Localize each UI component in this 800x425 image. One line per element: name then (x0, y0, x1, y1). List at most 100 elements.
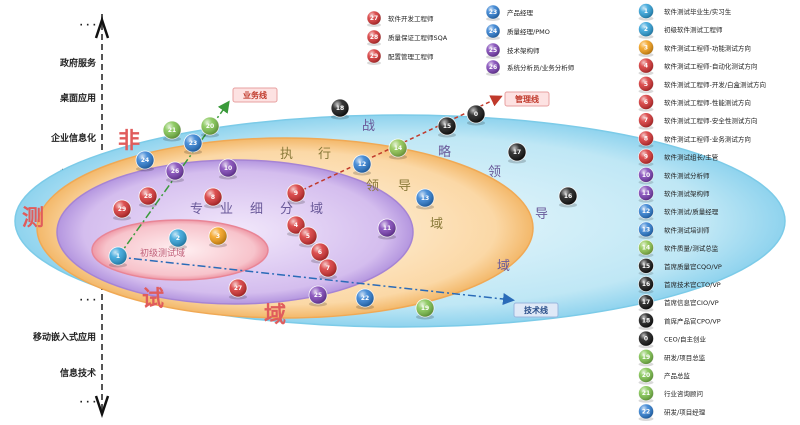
svg-text:CEO/自主创业: CEO/自主创业 (664, 335, 706, 344)
svg-text:12: 12 (358, 161, 366, 168)
role-ball-16: 16 (558, 186, 578, 208)
axis-arrow-down-icon (94, 395, 110, 418)
svg-text:系统分析员/业务分析师: 系统分析员/业务分析师 (507, 63, 575, 72)
zone-char-lead: 领 (366, 179, 379, 194)
svg-text:27: 27 (370, 15, 378, 22)
svg-text:1: 1 (116, 253, 120, 260)
management-line-label: 管理线 (504, 91, 550, 107)
svg-text:2: 2 (176, 235, 180, 242)
zone-char-lead: 执 (280, 147, 293, 162)
top-legend-item: 29 配置管理工程师 (366, 48, 434, 65)
role-ball-21: 21 (162, 120, 182, 142)
svg-text:22: 22 (361, 295, 369, 302)
svg-text:18: 18 (336, 105, 344, 112)
svg-text:4: 4 (644, 63, 648, 70)
svg-text:19: 19 (421, 305, 429, 312)
legend-item: 13 软件测试培训师 (638, 221, 710, 239)
role-ball-20: 20 (200, 116, 220, 138)
role-ball-0: 0 (466, 104, 486, 126)
svg-text:27: 27 (234, 285, 242, 292)
industry-label: 桌面应用 (60, 92, 96, 104)
svg-text:5: 5 (306, 233, 310, 240)
svg-text:20: 20 (206, 123, 214, 130)
side-char-fei: 非 (118, 129, 140, 154)
svg-text:行业咨询顾问: 行业咨询顾问 (664, 389, 703, 398)
svg-text:软件测试工程师-性能测试方向: 软件测试工程师-性能测试方向 (664, 98, 751, 107)
big-char-yu: 域 (264, 302, 286, 328)
svg-text:3: 3 (644, 44, 648, 51)
role-ball-8: 8 (203, 187, 223, 209)
svg-text:产品经理: 产品经理 (507, 8, 534, 17)
svg-text:软件测试组长/主管: 软件测试组长/主管 (664, 153, 719, 162)
svg-text:16: 16 (642, 281, 650, 288)
industry-label: · · · (79, 296, 96, 306)
svg-text:软件开发工程师: 软件开发工程师 (388, 14, 434, 23)
svg-text:业务线: 业务线 (243, 90, 267, 100)
svg-text:6: 6 (318, 249, 322, 256)
business-line-label: 业务线 (232, 87, 278, 103)
svg-text:软件测试毕业生/实习生: 软件测试毕业生/实习生 (664, 7, 732, 16)
top-legend-item: 23 产品经理 (485, 4, 534, 21)
svg-text:24: 24 (141, 157, 149, 164)
svg-text:9: 9 (644, 154, 648, 161)
svg-text:2: 2 (644, 26, 648, 33)
role-ball-6: 6 (310, 242, 330, 264)
industry-label: 信息技术 (60, 367, 96, 379)
role-ball-4: 4 (286, 215, 306, 237)
zone-char-mgmt: 域 (497, 259, 510, 274)
svg-text:研发/项目总监: 研发/项目总监 (664, 353, 706, 362)
svg-text:质量经理/PMO: 质量经理/PMO (507, 27, 550, 36)
role-ball-11: 11 (377, 218, 397, 240)
right-legend: 1 软件测试毕业生/实习生 2 初级软件测试工程师 3 软件测试工程师-功能测试方向 4 软件… (638, 3, 766, 421)
legend-item: 18 首席产品官CPO/VP (638, 312, 721, 330)
zone-char-spec: 细 (250, 202, 263, 217)
role-ball-12: 12 (352, 154, 372, 176)
svg-text:1: 1 (644, 8, 648, 15)
svg-text:软件测试/质量经理: 软件测试/质量经理 (664, 207, 719, 216)
technical-line (117, 256, 515, 305)
svg-text:3: 3 (216, 233, 220, 240)
svg-text:4: 4 (294, 222, 298, 229)
role-ball-29: 29 (112, 199, 132, 221)
svg-text:19: 19 (642, 354, 650, 361)
svg-text:24: 24 (489, 28, 497, 35)
role-ball-13: 13 (415, 188, 435, 210)
svg-text:14: 14 (642, 245, 650, 252)
big-char-ce: 测 (22, 206, 44, 231)
role-ball-2: 2 (168, 228, 188, 250)
svg-text:配置管理工程师: 配置管理工程师 (388, 52, 434, 61)
svg-text:软件测试工程师-开发/白盒测试方向: 软件测试工程师-开发/白盒测试方向 (664, 80, 766, 89)
legend-item: 22 研发/项目经理 (638, 403, 706, 421)
legend-item: 10 软件测试分析师 (638, 167, 710, 185)
svg-text:软件质量/测试总监: 软件质量/测试总监 (664, 244, 719, 253)
top-legend-item: 28 质量保证工程师SQA (366, 29, 448, 46)
svg-text:11: 11 (642, 190, 650, 197)
svg-text:28: 28 (370, 34, 378, 41)
role-balls: 12 34567891011121314151617180192021222324… (108, 98, 578, 320)
legend-item: 20 产品总监 (638, 367, 691, 385)
legend-item: 4 软件测试工程师-自动化测试方向 (638, 57, 757, 76)
svg-text:17: 17 (642, 299, 650, 306)
svg-text:软件测试培训师: 软件测试培训师 (664, 225, 710, 234)
svg-text:20: 20 (642, 372, 650, 379)
zone-char-spec: 业 (220, 202, 233, 217)
svg-text:软件测试工程师-功能测试方向: 软件测试工程师-功能测试方向 (664, 43, 751, 52)
svg-text:技术架构师: 技术架构师 (507, 46, 540, 55)
svg-text:12: 12 (642, 208, 650, 215)
svg-text:15: 15 (443, 123, 451, 130)
zone-char-mgmt: 导 (535, 207, 548, 222)
role-ball-3: 3 (208, 226, 228, 248)
top-legend-item: 24 质量经理/PMO (485, 23, 550, 40)
svg-text:研发/项目经理: 研发/项目经理 (664, 407, 706, 416)
role-ball-10: 10 (218, 158, 238, 180)
legend-item: 16 首席技术官CTO/VP (638, 276, 721, 294)
svg-text:8: 8 (644, 135, 648, 142)
svg-text:7: 7 (326, 265, 330, 272)
zone-char-spec: 专 (190, 202, 203, 217)
legend-item: 7 软件测试工程师-安全性测试方向 (638, 112, 757, 130)
role-ball-17: 17 (507, 142, 527, 164)
svg-text:软件测试分析师: 软件测试分析师 (664, 171, 710, 180)
legend-item: 21 行业咨询顾问 (638, 385, 703, 403)
role-ball-18: 18 (330, 98, 350, 120)
